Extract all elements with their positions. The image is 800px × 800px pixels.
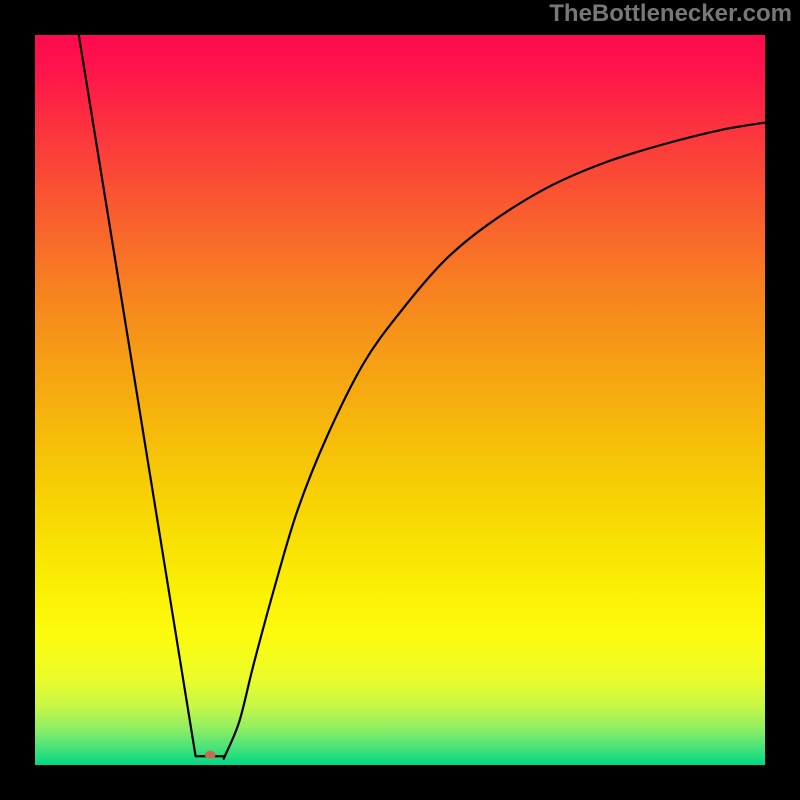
watermark-text: TheBottlenecker.com	[549, 0, 792, 28]
optimal-point-marker	[205, 751, 216, 759]
plot-gradient-area	[35, 35, 765, 765]
chart-svg	[0, 0, 800, 800]
bottleneck-chart: TheBottlenecker.com	[0, 0, 800, 800]
